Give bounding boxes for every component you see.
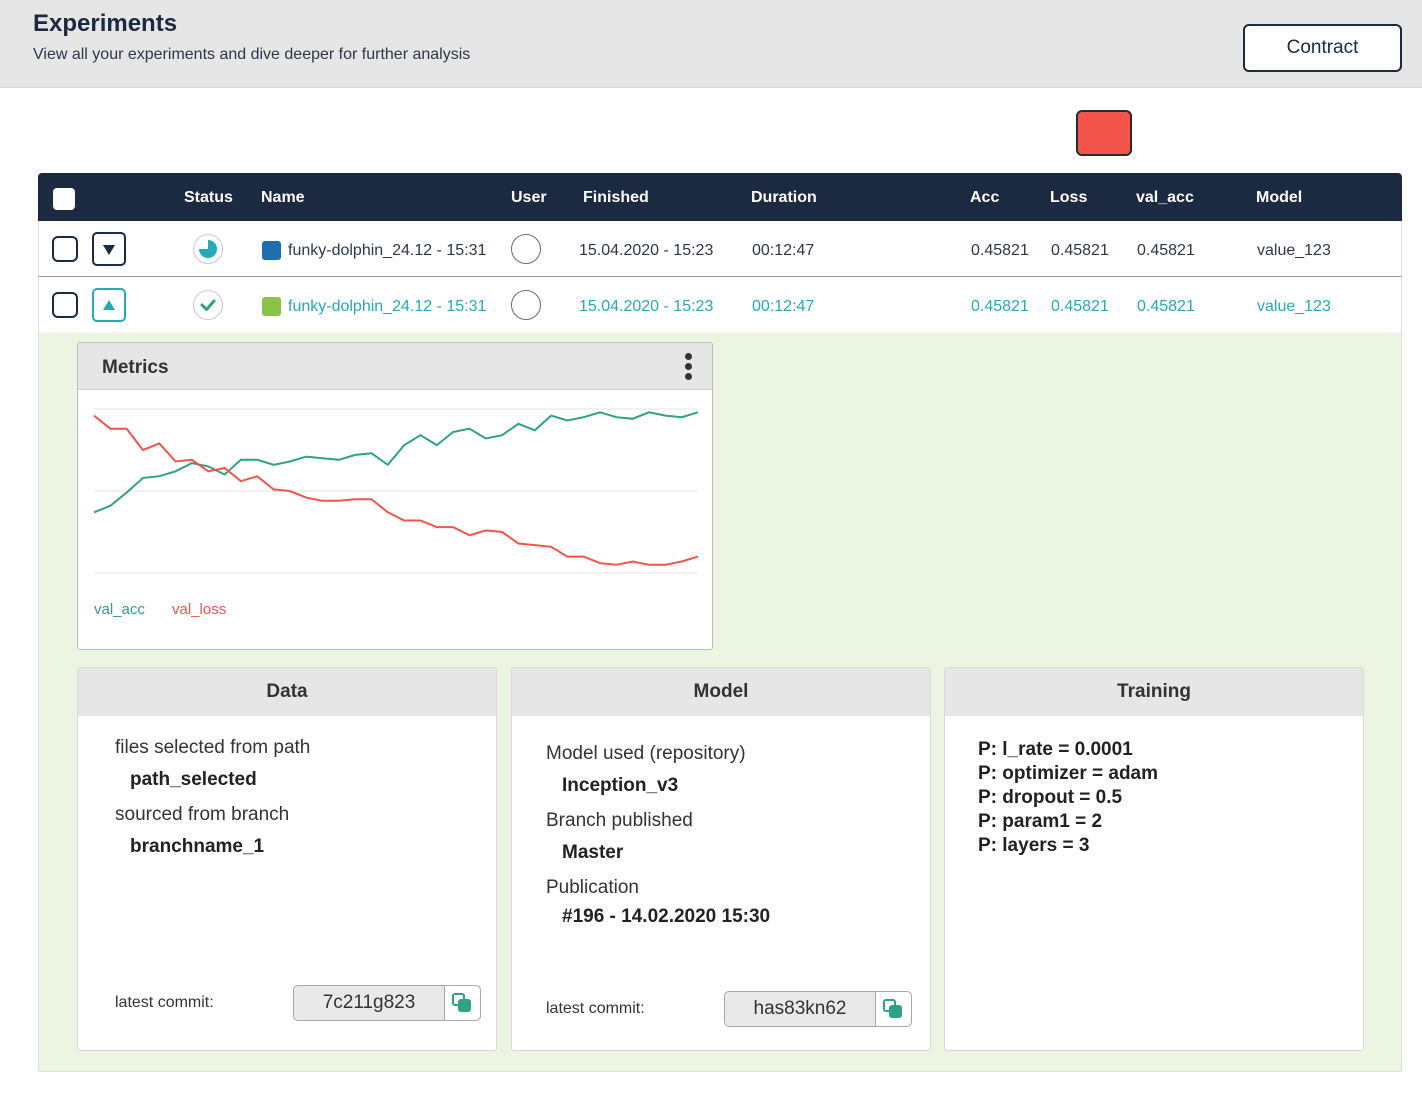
column-status[interactable]: Status	[184, 189, 233, 206]
path-value: path_selected	[130, 769, 257, 790]
run-name[interactable]: funky-dolphin_24.12 - 15:31	[288, 242, 487, 259]
copy-icon[interactable]	[444, 986, 480, 1020]
run-name[interactable]: funky-dolphin_24.12 - 15:31	[288, 298, 487, 315]
table-row[interactable]: funky-dolphin_24.12 - 15:31 15.04.2020 -…	[38, 221, 1402, 277]
branch-value: branchname_1	[130, 836, 265, 857]
commit-field: has83kn62	[724, 991, 912, 1027]
color-swatch	[262, 297, 281, 316]
check-circle-icon	[193, 290, 223, 320]
column-finished[interactable]: Finished	[583, 189, 649, 206]
param-line: P: param1 = 2	[978, 811, 1103, 832]
page-header: Experiments View all your experiments an…	[0, 0, 1422, 88]
model-cell: value_123	[1257, 242, 1331, 259]
commit-field: 7c211g823	[293, 985, 481, 1021]
model-card: Model Model used (repository) Inception_…	[511, 667, 931, 1051]
loss-cell: 0.45821	[1051, 298, 1109, 315]
param-line: P: optimizer = adam	[978, 763, 1159, 784]
user-avatar	[511, 234, 541, 264]
expand-toggle-button[interactable]	[92, 232, 126, 266]
column-name[interactable]: Name	[261, 189, 305, 206]
branch-published-label: Branch published	[546, 810, 693, 831]
acc-cell: 0.45821	[971, 242, 1029, 259]
data-card-title: Data	[78, 668, 496, 716]
column-model[interactable]: Model	[1256, 189, 1303, 206]
caret-up-icon	[103, 300, 115, 310]
val-acc-cell: 0.45821	[1137, 298, 1195, 315]
metrics-chart	[93, 408, 699, 574]
training-card: Training P: l_rate = 0.0001 P: optimizer…	[944, 667, 1364, 1051]
training-card-title: Training	[945, 668, 1363, 716]
publication-label: Publication	[546, 877, 639, 898]
metrics-card: Metrics val_acc val_loss	[77, 342, 713, 650]
model-used-value: Inception_v3	[562, 775, 679, 796]
param-line: P: dropout = 0.5	[978, 787, 1123, 808]
red-color-button[interactable]	[1076, 110, 1132, 156]
val-acc-cell: 0.45821	[1137, 242, 1195, 259]
table-row[interactable]: funky-dolphin_24.12 - 15:31 15.04.2020 -…	[38, 278, 1402, 333]
row-checkbox[interactable]	[52, 236, 78, 262]
param-line: P: l_rate = 0.0001	[978, 739, 1133, 760]
branch-label: sourced from branch	[115, 804, 290, 825]
contract-button[interactable]: Contract	[1243, 24, 1402, 72]
column-duration[interactable]: Duration	[751, 189, 817, 206]
column-loss[interactable]: Loss	[1050, 189, 1088, 206]
model-cell: value_123	[1257, 298, 1331, 315]
duration-cell: 00:12:47	[752, 242, 815, 259]
legend-val-loss[interactable]: val_loss	[172, 601, 227, 618]
commit-hash[interactable]: has83kn62	[753, 998, 847, 1019]
column-acc[interactable]: Acc	[970, 189, 1000, 206]
param-line: P: layers = 3	[978, 835, 1090, 856]
metrics-card-header: Metrics	[78, 343, 712, 390]
data-card: Data files selected from path path_selec…	[77, 667, 497, 1051]
row-checkbox[interactable]	[52, 292, 78, 318]
series-line-val-acc	[93, 411, 699, 514]
progress-pie-icon	[193, 234, 223, 264]
page-subtitle: View all your experiments and dive deepe…	[33, 46, 471, 63]
duration-cell: 00:12:47	[752, 298, 815, 315]
model-card-title: Model	[512, 668, 930, 716]
page-title: Experiments	[33, 10, 178, 37]
column-val-acc[interactable]: val_acc	[1136, 189, 1194, 206]
publication-value: #196 - 14.02.2020 15:30	[562, 906, 771, 927]
user-avatar	[511, 290, 541, 320]
commit-hash[interactable]: 7c211g823	[322, 992, 416, 1013]
acc-cell: 0.45821	[971, 298, 1029, 315]
column-user[interactable]: User	[511, 189, 547, 206]
path-label: files selected from path	[115, 737, 311, 758]
finished-cell: 15.04.2020 - 15:23	[579, 298, 714, 315]
commit-label: latest commit:	[546, 1000, 645, 1017]
collapse-toggle-button[interactable]	[92, 288, 126, 322]
copy-icon[interactable]	[875, 992, 911, 1026]
caret-down-icon	[103, 245, 115, 255]
model-used-label: Model used (repository)	[546, 743, 746, 764]
metrics-title: Metrics	[102, 357, 169, 378]
series-line-val-loss	[93, 414, 699, 566]
select-all-checkbox[interactable]	[53, 188, 75, 210]
loss-cell: 0.45821	[1051, 242, 1109, 259]
branch-published-value: Master	[562, 842, 624, 863]
legend-val-acc[interactable]: val_acc	[94, 601, 145, 618]
kebab-menu-icon[interactable]	[680, 351, 696, 383]
table-header: Status Name User Finished Duration Acc L…	[38, 173, 1402, 221]
finished-cell: 15.04.2020 - 15:23	[579, 242, 714, 259]
commit-label: latest commit:	[115, 994, 214, 1011]
color-swatch	[262, 241, 281, 260]
